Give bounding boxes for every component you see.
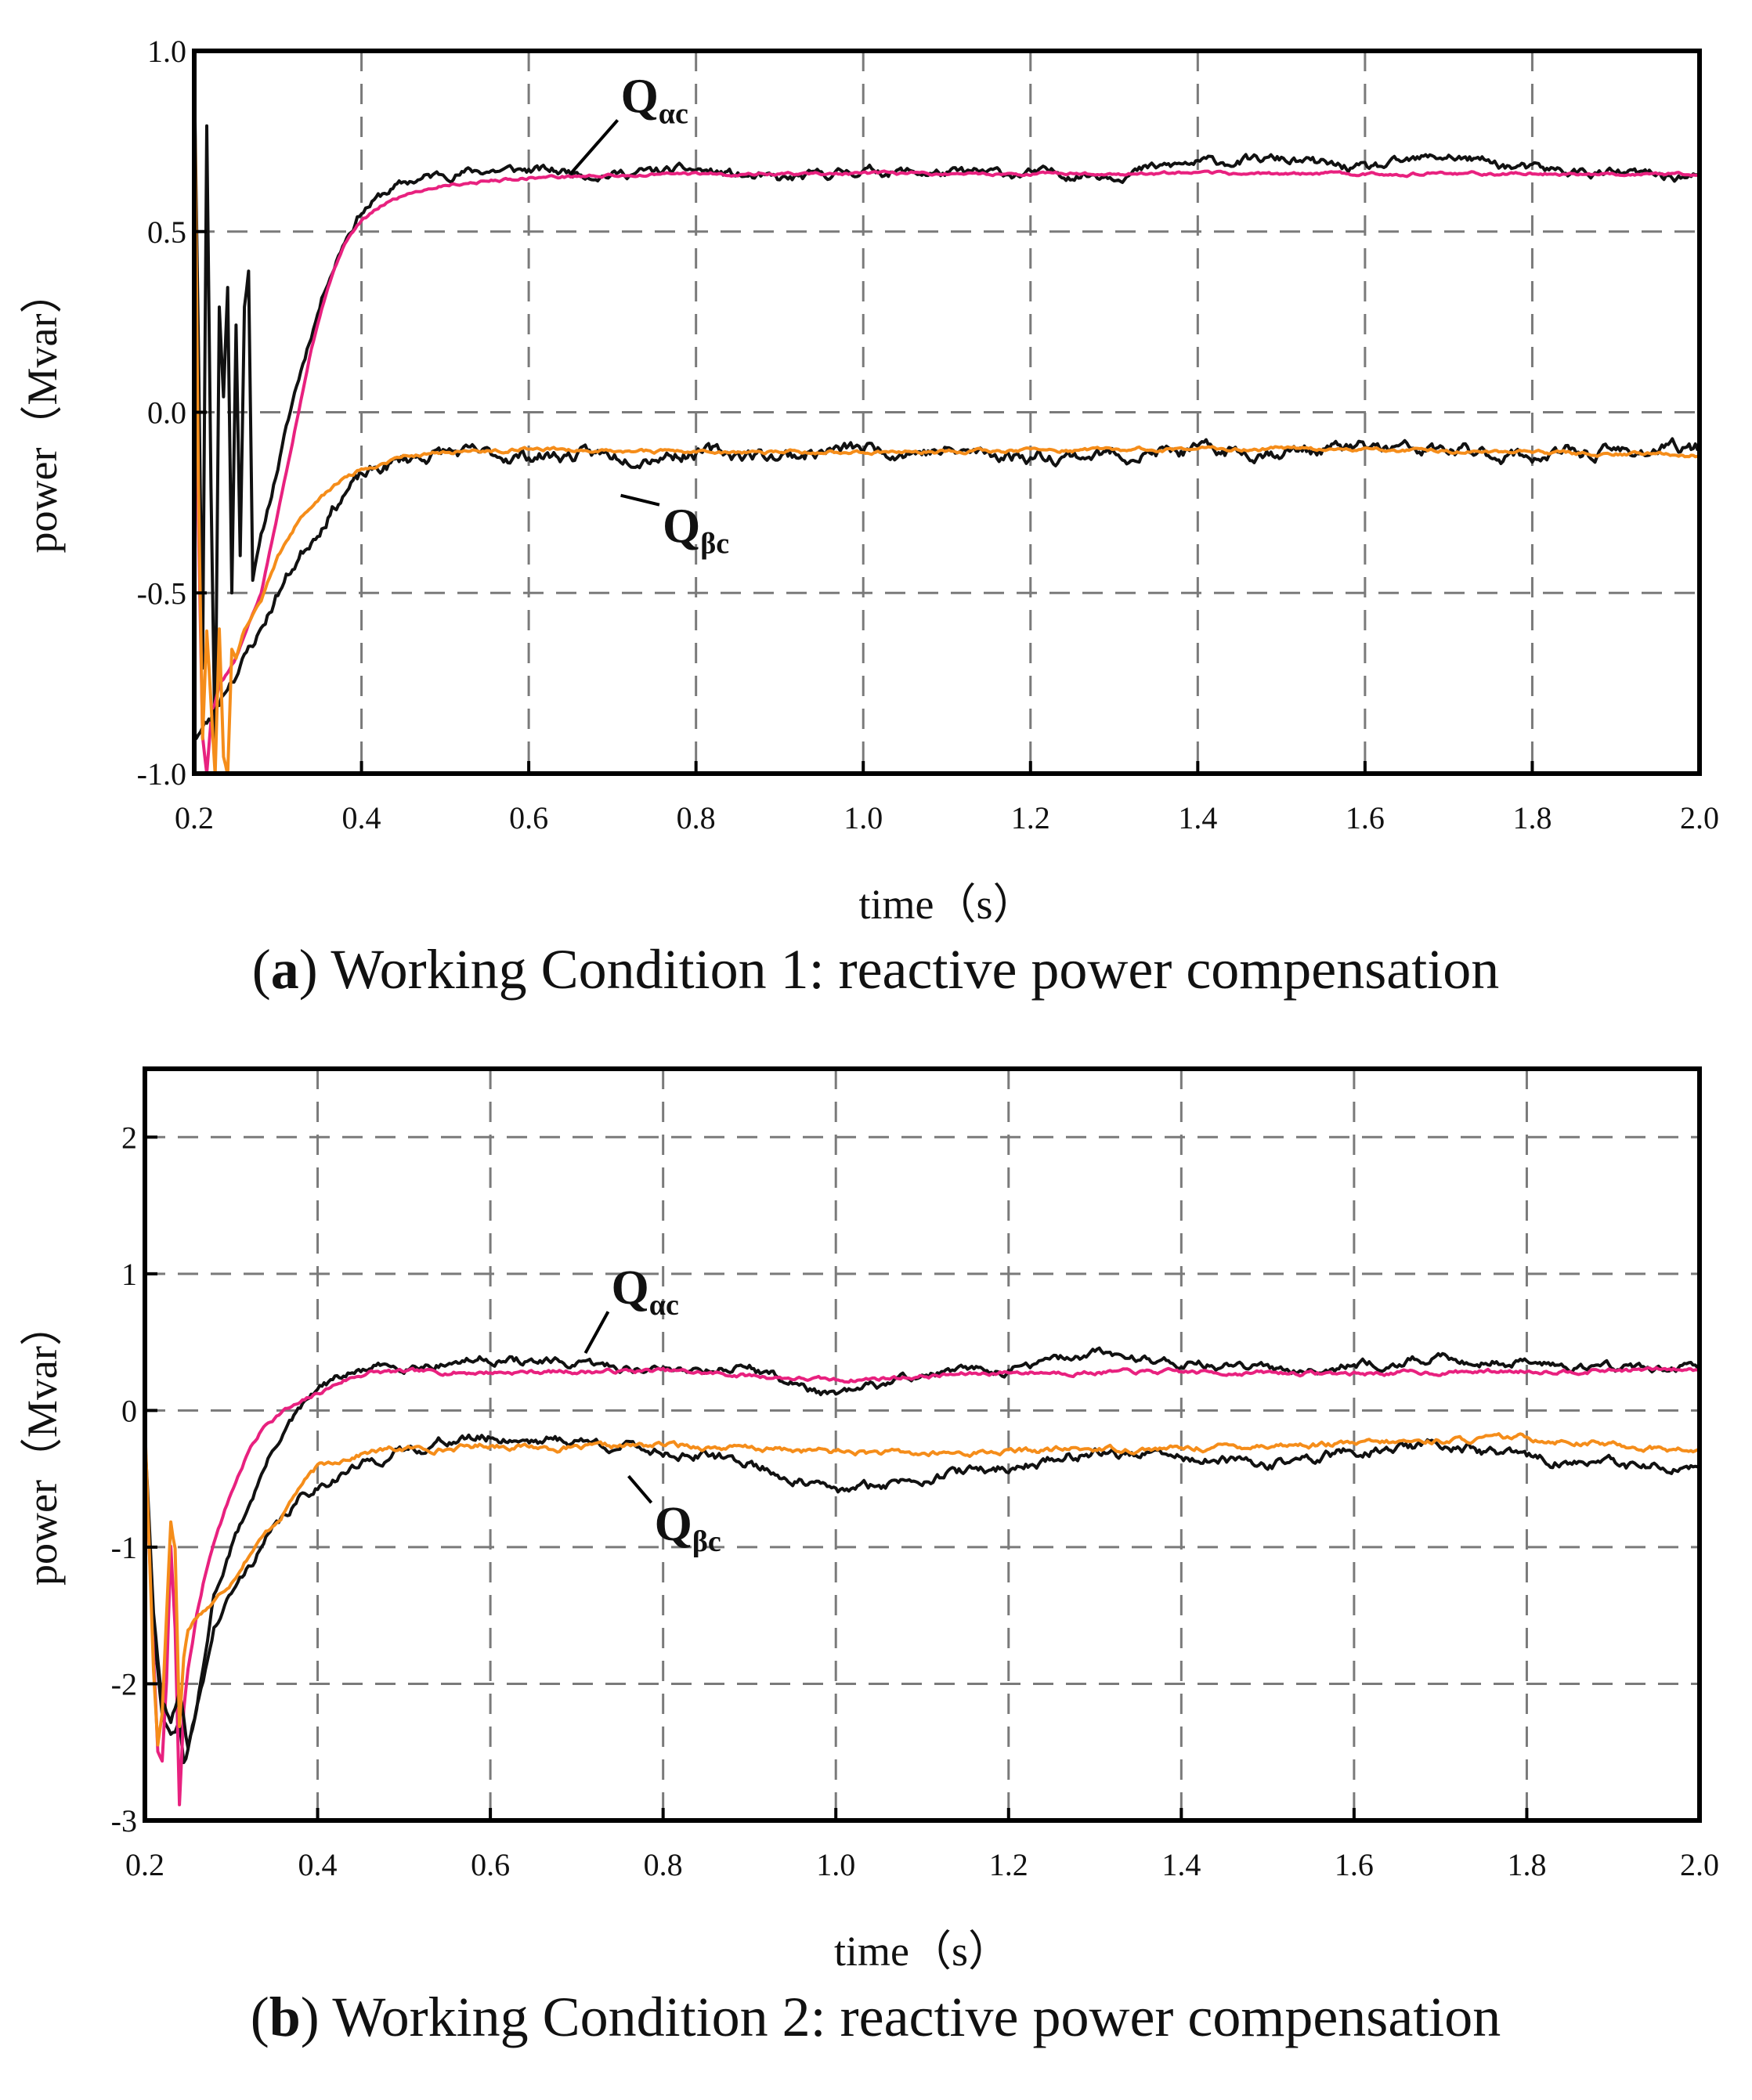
y-tick-label-b: 1 bbox=[121, 1257, 137, 1292]
x-tick-label-a: 1.0 bbox=[843, 800, 883, 835]
series-b bbox=[145, 1346, 1700, 1806]
plot-frame-b bbox=[143, 1066, 1702, 1823]
y-tick-label-a: 1.0 bbox=[147, 34, 186, 69]
series-line-b-3 bbox=[145, 1425, 1700, 1747]
y-tick-label-a: -1.0 bbox=[137, 756, 186, 792]
annotation-label-a-0: Qαc bbox=[621, 70, 688, 130]
x-tick-label-b: 0.4 bbox=[298, 1847, 338, 1882]
series-a bbox=[194, 51, 1700, 774]
annotation-leader-b-0 bbox=[583, 1311, 610, 1355]
y-tick-label-b: 2 bbox=[121, 1120, 137, 1155]
y-axis-label-b: power（Mvar） bbox=[19, 1304, 66, 1586]
series-line-a-2 bbox=[194, 437, 1700, 741]
x-axis-label-a: time（s） bbox=[859, 881, 1035, 928]
y-tick-label-b: -2 bbox=[111, 1666, 137, 1701]
series-line-a-1 bbox=[194, 87, 1700, 774]
annotations-a: Qαc Qβc bbox=[569, 70, 729, 561]
caption-b-letter: b bbox=[269, 1986, 301, 2048]
x-tick-label-a: 1.2 bbox=[1011, 800, 1050, 835]
annotations-b: Qαc Qβc bbox=[583, 1261, 721, 1558]
caption-a-letter: a bbox=[271, 938, 299, 1001]
x-tick-label-b: 0.2 bbox=[125, 1847, 164, 1882]
y-tick-label-a: 0.5 bbox=[147, 215, 186, 250]
x-tick-label-b: 1.0 bbox=[816, 1847, 855, 1882]
y-tick-label-a: -0.5 bbox=[137, 576, 186, 611]
y-tick-label-b: 0 bbox=[121, 1393, 137, 1428]
x-tick-label-b: 1.8 bbox=[1507, 1847, 1546, 1882]
x-tick-label-b: 2.0 bbox=[1680, 1847, 1719, 1882]
chart-panel-b: 0.2 0.4 0.6 0.8 1.0 1.2 1.4 1.6 1.8 2.0 -3 -2 -1 0 1 2… bbox=[19, 1066, 1719, 2048]
x-tick-label-a: 0.4 bbox=[342, 800, 381, 835]
series-line-a-0 bbox=[194, 70, 1700, 749]
series-line-b-1 bbox=[145, 1366, 1700, 1806]
x-tick-label-a: 1.8 bbox=[1512, 800, 1552, 835]
x-tick-label-b: 1.4 bbox=[1161, 1847, 1201, 1882]
x-tick-label-a: 0.6 bbox=[509, 800, 548, 835]
caption-b-text: ) Working Condition 2: reactive power co… bbox=[301, 1986, 1501, 2048]
y-tick-labels-b: -3 -2 -1 0 1 2 bbox=[111, 1120, 137, 1838]
y-tick-label-b: -1 bbox=[111, 1530, 137, 1565]
grid-a bbox=[194, 51, 1700, 774]
tick-marks-b bbox=[143, 1135, 1701, 1822]
annotation-label-a-1: Qβc bbox=[663, 500, 729, 561]
annotation-label-b-1: Qβc bbox=[655, 1498, 721, 1558]
chart-panel-a: 0.2 0.4 0.6 0.8 1.0 1.2 1.4 1.6 1.8 2.0 -1.0 -0.5 0… bbox=[19, 34, 1719, 1001]
caption-b-prefix: ( bbox=[251, 1986, 269, 2048]
annotation-leader-b-1 bbox=[627, 1474, 653, 1504]
caption-a-prefix: ( bbox=[252, 938, 271, 1001]
y-tick-labels-a: -1.0 -0.5 0.0 0.5 1.0 bbox=[137, 34, 186, 792]
y-tick-label-a: 0.0 bbox=[147, 395, 186, 431]
caption-a: (a) Working Condition 1: reactive power … bbox=[252, 938, 1500, 1001]
x-tick-label-a: 0.8 bbox=[677, 800, 716, 835]
series-line-a-3 bbox=[194, 51, 1700, 774]
y-axis-label-a: power（Mvar） bbox=[19, 272, 66, 554]
y-tick-label-b: -3 bbox=[111, 1803, 137, 1838]
tick-marks-a bbox=[193, 49, 1701, 775]
x-tick-label-b: 0.6 bbox=[471, 1847, 510, 1882]
x-tick-labels-a: 0.2 0.4 0.6 0.8 1.0 1.2 1.4 1.6 1.8 2.0 bbox=[175, 800, 1719, 835]
series-line-b-2 bbox=[145, 1433, 1700, 1750]
x-tick-labels-b: 0.2 0.4 0.6 0.8 1.0 1.2 1.4 1.6 1.8 2.0 bbox=[125, 1847, 1719, 1882]
annotation-leader-a-1 bbox=[620, 493, 660, 507]
caption-b: (b) Working Condition 2: reactive power … bbox=[251, 1986, 1501, 2048]
x-tick-label-b: 1.6 bbox=[1335, 1847, 1374, 1882]
caption-a-text: ) Working Condition 1: reactive power co… bbox=[299, 938, 1500, 1001]
x-tick-label-a: 0.2 bbox=[175, 800, 214, 835]
x-tick-label-b: 1.2 bbox=[989, 1847, 1028, 1882]
x-axis-label-b: time（s） bbox=[834, 1928, 1010, 1975]
x-tick-label-a: 1.4 bbox=[1178, 800, 1217, 835]
x-tick-label-b: 0.8 bbox=[644, 1847, 683, 1882]
annotation-label-b-0: Qαc bbox=[612, 1261, 679, 1322]
x-tick-label-a: 2.0 bbox=[1680, 800, 1719, 835]
annotation-leader-a-0 bbox=[569, 119, 620, 175]
x-tick-label-a: 1.6 bbox=[1346, 800, 1385, 835]
